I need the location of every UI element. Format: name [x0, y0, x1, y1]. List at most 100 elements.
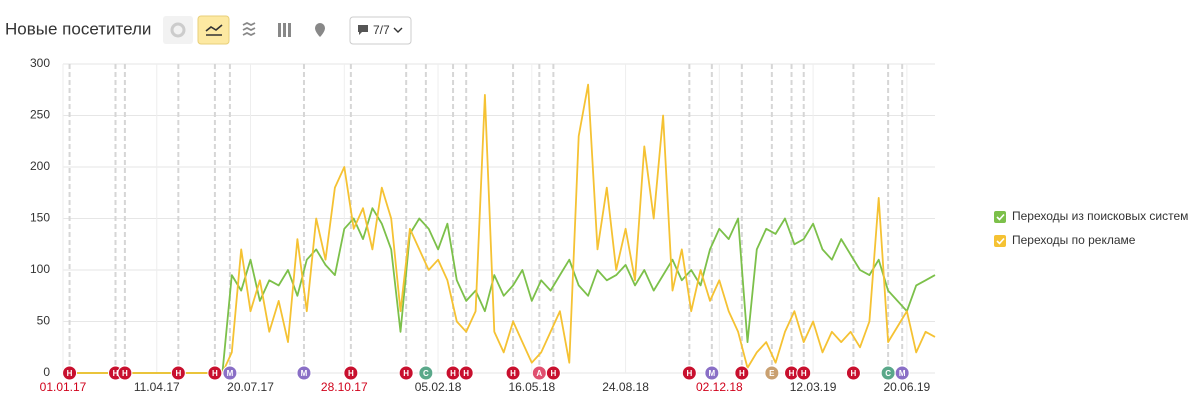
annotation-label: Н — [403, 369, 409, 378]
y-tick-label: 300 — [30, 56, 50, 70]
pie-button[interactable] — [163, 16, 193, 44]
annotation-badge — [505, 365, 521, 381]
annotation-badge — [207, 365, 223, 381]
annotation-badge — [296, 365, 312, 381]
annotation-badge — [894, 365, 910, 381]
y-tick-label: 50 — [37, 314, 51, 328]
annotation-badge — [734, 365, 750, 381]
annotation-badge — [458, 365, 474, 381]
annotation: Н — [845, 365, 861, 381]
chart-title: Новые посетители — [5, 19, 151, 38]
annotation-label: М — [709, 369, 716, 378]
annotation-label: М — [899, 369, 906, 378]
y-tick-label: 250 — [30, 108, 50, 122]
annotation: Н — [62, 365, 78, 381]
annotation: М — [222, 365, 238, 381]
annotation-label: Н — [175, 369, 181, 378]
annotation-label: Н — [450, 369, 456, 378]
x-tick-label: 02.12.18 — [696, 380, 743, 394]
x-tick-label: 16.05.18 — [508, 380, 555, 394]
annotation: Н — [117, 365, 133, 381]
legend-swatch — [994, 235, 1006, 247]
annotation-label: С — [885, 369, 891, 378]
line-button[interactable] — [197, 15, 230, 45]
comment-icon — [358, 25, 368, 35]
annotation-badge — [222, 365, 238, 381]
line-icon — [205, 24, 223, 36]
annotation-label: Н — [212, 369, 218, 378]
annotation: Н — [458, 365, 474, 381]
annotation-label: С — [423, 369, 429, 378]
annotation-label: Н — [801, 369, 807, 378]
pie-icon — [170, 22, 186, 38]
y-tick-label: 0 — [43, 365, 50, 379]
annotation: Н — [170, 365, 186, 381]
legend-check — [996, 213, 1005, 221]
annotation: Н — [545, 365, 561, 381]
annotation-label: А — [536, 369, 542, 378]
annotation-badge — [796, 365, 812, 381]
annotation: С — [880, 365, 896, 381]
annotation: Н — [505, 365, 521, 381]
annotation-label: Н — [122, 369, 128, 378]
x-tick-label: 28.10.17 — [321, 380, 368, 394]
x-tick-label: 12.03.19 — [790, 380, 837, 394]
annotation-label: Н — [510, 369, 516, 378]
annotation-badge — [170, 365, 186, 381]
annotation-label: Н — [686, 369, 692, 378]
annotation-badge — [681, 365, 697, 381]
chevron — [393, 27, 403, 33]
annotation: Е — [764, 365, 780, 381]
annotation-label: Н — [789, 369, 795, 378]
annotation-badge — [343, 365, 359, 381]
legend-swatch — [994, 211, 1006, 223]
filter-label: 7/7 — [373, 23, 390, 37]
annotation: Н — [796, 365, 812, 381]
annotation-label: М — [301, 369, 308, 378]
x-tick-label: 24.08.18 — [602, 380, 649, 394]
annotation-label: Е — [769, 369, 775, 378]
annotation: Н — [734, 365, 750, 381]
annotation: Н — [681, 365, 697, 381]
legend-check — [996, 237, 1005, 245]
annotation: Н — [445, 365, 461, 381]
annotation-label: М — [227, 369, 234, 378]
annotation: М — [296, 365, 312, 381]
annotation: М — [704, 365, 720, 381]
annotation-badge — [845, 365, 861, 381]
annotation: Н — [784, 365, 800, 381]
annotation-badge — [764, 365, 780, 381]
x-tick-label: 11.04.17 — [134, 380, 180, 394]
legend-item[interactable]: Переходы из поисковых систем — [994, 209, 1188, 223]
annotation: А — [531, 365, 547, 381]
legend-label: Переходы из поисковых систем — [1012, 209, 1188, 223]
annotation-label: Н — [550, 369, 556, 378]
annotation: С — [418, 365, 434, 381]
y-tick-label: 200 — [30, 159, 50, 173]
annotation-label: Н — [851, 369, 857, 378]
x-tick-label: 20.07.17 — [227, 380, 274, 394]
annotation: М — [894, 365, 910, 381]
bar-button[interactable] — [278, 23, 291, 37]
toolbar: 7/7 — [163, 15, 412, 45]
x-tick-label: 01.01.17 — [40, 380, 87, 394]
annotation-badge — [704, 365, 720, 381]
annotation-label: Н — [67, 369, 73, 378]
y-tick-label: 150 — [30, 211, 50, 225]
annotation: Н — [207, 365, 223, 381]
annotation-label: Н — [113, 369, 119, 378]
legend-label: Переходы по рекламе — [1012, 233, 1136, 247]
map-button[interactable] — [315, 23, 325, 37]
annotation-badge — [545, 365, 561, 381]
annotation-badge — [117, 365, 133, 381]
legend-item[interactable]: Переходы по рекламе — [994, 233, 1136, 247]
y-tick-label: 100 — [30, 262, 50, 276]
filter-button[interactable] — [349, 16, 412, 45]
annotation: Н — [398, 365, 414, 381]
annotation-badge — [62, 365, 78, 381]
annotation-label: Н — [348, 369, 354, 378]
annotation-label: Н — [739, 369, 745, 378]
area-button[interactable] — [242, 21, 256, 37]
